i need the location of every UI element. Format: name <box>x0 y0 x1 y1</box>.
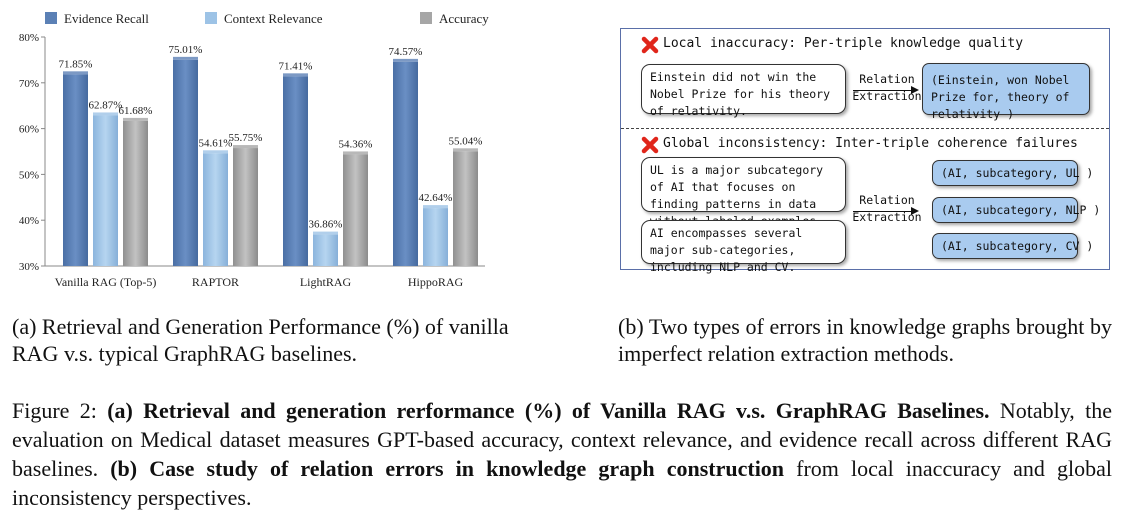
local-relation-extraction-label: Relation Extraction <box>852 72 922 103</box>
x-tick-label: RAPTOR <box>192 275 239 289</box>
bar <box>283 76 308 267</box>
global-triple-3: (AI, subcategory, CV ) <box>932 233 1093 259</box>
y-tick-label: 70% <box>19 78 39 90</box>
bar-top <box>233 145 258 149</box>
bar-chart: Evidence Recall Context Relevance Accuracy… <box>19 11 489 289</box>
bar <box>63 74 88 267</box>
data-label: 54.61% <box>199 137 233 149</box>
y-tick-label: 40% <box>19 215 39 227</box>
bar <box>313 234 338 266</box>
legend-label: Context Relevance <box>224 11 323 26</box>
global-relation-extraction-label: Relation Extraction <box>852 193 922 224</box>
bar <box>233 148 258 266</box>
error-case-panel: Local inaccuracy: Per-triple knowledge q… <box>620 28 1110 274</box>
legend-label: Accuracy <box>439 11 489 26</box>
bar-top <box>313 231 338 235</box>
figure-caption-bold-b: (b) Case study of relation errors in kno… <box>110 456 785 481</box>
bar-top <box>123 117 148 121</box>
y-tick-label: 60% <box>19 124 39 136</box>
bar-top <box>283 73 308 77</box>
legend-label: Evidence Recall <box>64 11 149 26</box>
bar-top <box>423 205 448 209</box>
data-label: 55.04% <box>449 135 483 147</box>
caption-a: (a) Retrieval and Generation Performance… <box>12 314 509 366</box>
bar-top <box>343 151 368 155</box>
global-source-text-1: UL is a major subcategory of AI that foc… <box>641 157 846 228</box>
legend-swatch <box>45 12 57 24</box>
bar <box>453 151 478 266</box>
local-source-text: Einstein did not win the Nobel Prize for… <box>641 64 846 118</box>
bar <box>393 61 418 266</box>
bar <box>93 115 118 266</box>
data-label: 71.41% <box>279 60 313 72</box>
data-label: 61.68% <box>119 105 153 117</box>
global-triple-2: (AI, subcategory, NLP ) <box>932 197 1100 223</box>
figure-caption-bold-a: (a) Retrieval and generation rerformance… <box>107 398 990 423</box>
legend-swatch <box>205 12 217 24</box>
data-label: 54.36% <box>339 138 373 150</box>
data-label: 36.86% <box>309 219 343 231</box>
local-inaccuracy-title: Local inaccuracy: Per-triple knowledge q… <box>663 36 1024 51</box>
x-mark-icon <box>641 36 659 54</box>
bar-top <box>63 71 88 75</box>
x-mark-icon <box>641 136 659 154</box>
y-tick-label: 30% <box>19 261 39 273</box>
bar <box>203 153 228 266</box>
caption-b: (b) Two types of errors in knowledge gra… <box>618 314 1112 366</box>
global-triple-1: (AI, subcategory, UL ) <box>932 160 1093 186</box>
y-tick-label: 80% <box>19 32 39 44</box>
bar-top <box>453 148 478 152</box>
data-label: 74.57% <box>389 46 423 58</box>
x-tick-label: LightRAG <box>300 275 352 289</box>
data-label: 62.87% <box>89 99 123 111</box>
data-label: 42.64% <box>419 192 453 204</box>
local-arrow <box>853 86 919 94</box>
y-tick-label: 50% <box>19 169 39 181</box>
bar-top <box>93 112 118 116</box>
bar <box>123 120 148 266</box>
data-label: 55.75% <box>229 132 263 144</box>
bar <box>173 59 198 266</box>
section-divider <box>621 128 1109 129</box>
x-tick-label: Vanilla RAG (Top-5) <box>55 275 157 289</box>
bar <box>343 154 368 266</box>
global-arrow <box>853 207 919 215</box>
data-label: 71.85% <box>59 58 93 70</box>
x-tick-label: HippoRAG <box>408 275 464 289</box>
bar <box>423 208 448 266</box>
local-triple: (Einstein, won Nobel Prize for, theory o… <box>922 63 1090 121</box>
global-inconsistency-title: Global inconsistency: Inter-triple coher… <box>663 136 1078 151</box>
bar-top <box>203 150 228 154</box>
data-label: 75.01% <box>169 44 203 56</box>
bar-top <box>173 56 198 60</box>
figure-caption: Figure 2: (a) Retrieval and generation r… <box>12 398 1112 510</box>
global-source-text-2: AI encompasses several major sub-categor… <box>641 220 846 274</box>
legend-swatch <box>420 12 432 24</box>
bar-top <box>393 58 418 62</box>
